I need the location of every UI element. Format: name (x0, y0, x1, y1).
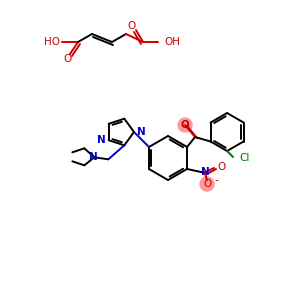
Circle shape (200, 177, 214, 191)
Text: OH: OH (164, 37, 180, 47)
Text: O: O (203, 179, 211, 189)
Text: Cl: Cl (239, 153, 249, 163)
Text: N: N (137, 127, 146, 137)
Text: N: N (97, 135, 106, 145)
Text: O: O (181, 120, 189, 130)
Text: O: O (217, 162, 225, 172)
Text: HO: HO (44, 37, 60, 47)
Text: N: N (201, 167, 209, 177)
Circle shape (178, 118, 192, 132)
Text: O: O (63, 54, 71, 64)
Text: -: - (214, 175, 218, 185)
Text: N: N (89, 152, 98, 162)
Text: O: O (127, 21, 135, 31)
